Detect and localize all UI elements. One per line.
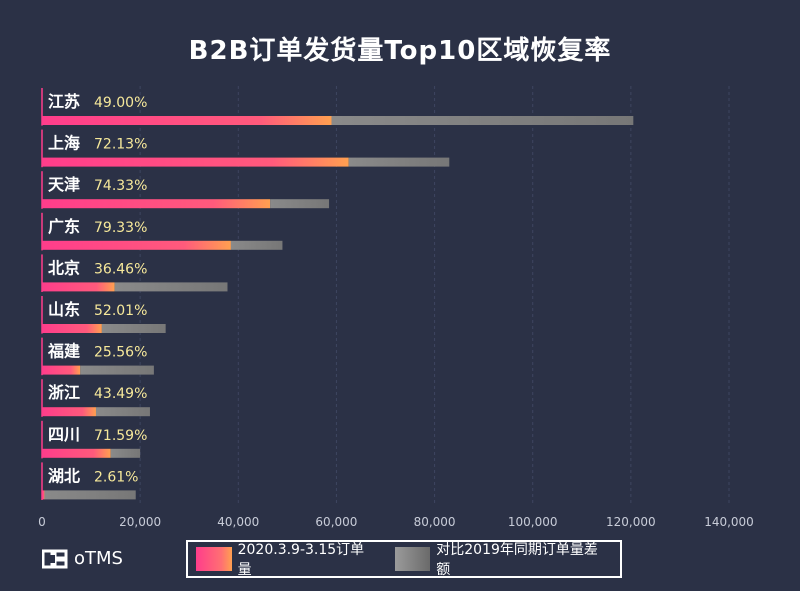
rate-label: 79.33%	[94, 220, 147, 236]
x-tick-label: 100,000	[508, 515, 558, 529]
x-tick-label: 60,000	[315, 515, 357, 529]
bar-current	[42, 407, 96, 417]
bar-diff	[230, 240, 283, 250]
bar-diff	[80, 365, 154, 375]
bar-current	[42, 490, 45, 500]
x-tick-label: 20,000	[119, 515, 161, 529]
bar-current	[42, 116, 332, 125]
legend-swatch-current	[196, 547, 232, 571]
category-label: 四川	[48, 425, 80, 444]
category-label: 上海	[48, 134, 80, 153]
category-label: 山东	[48, 300, 80, 319]
bar-diff	[331, 116, 634, 125]
bar-current	[42, 448, 111, 458]
legend-label-current: 2020.3.9-3.15订单量	[237, 542, 365, 578]
legend-item-current: 2020.3.9-3.15订单量	[196, 539, 377, 579]
bar-current	[42, 157, 349, 167]
otms-logo-icon	[42, 549, 68, 568]
category-label: 江苏	[48, 92, 80, 111]
bar-current	[42, 365, 81, 375]
category-label: 北京	[48, 258, 80, 277]
rate-label: 49.00%	[94, 95, 147, 111]
x-tick-label: 140,000	[704, 515, 754, 529]
category-label: 浙江	[48, 383, 80, 402]
x-tick-label: 0	[38, 515, 46, 529]
chart-title: B2B订单发货量Top10区域恢复率	[188, 36, 612, 66]
category-label: 湖北	[48, 466, 80, 485]
rate-label: 52.01%	[94, 303, 147, 319]
rate-label: 71.59%	[94, 428, 147, 444]
rate-label: 25.56%	[94, 345, 147, 361]
rate-label: 36.46%	[94, 261, 147, 277]
chart-legend: 2020.3.9-3.15订单量 对比2019年同期订单量差额	[186, 540, 622, 578]
bar-diff	[348, 157, 450, 167]
bar-current	[42, 282, 115, 292]
legend-swatch-diff	[394, 547, 431, 571]
brand-name: oTMS	[74, 548, 123, 569]
bar-current	[42, 240, 231, 250]
bar-diff	[101, 324, 166, 333]
bar-diff	[114, 282, 228, 292]
bar-diff	[110, 448, 141, 458]
bar-diff	[270, 199, 330, 209]
rate-label: 74.33%	[94, 178, 147, 194]
bar-diff	[44, 490, 136, 500]
legend-label-diff: 对比2019年同期订单量差额	[436, 542, 598, 578]
brand-logo: oTMS	[42, 548, 123, 569]
x-tick-label: 120,000	[606, 515, 656, 529]
x-tick-label: 40,000	[217, 515, 259, 529]
bar-diff	[95, 407, 150, 417]
bar-current	[42, 199, 271, 209]
rate-label: 43.49%	[94, 386, 147, 402]
legend-item-diff: 对比2019年同期订单量差额	[394, 539, 610, 579]
category-label: 广东	[48, 217, 80, 236]
rate-label: 2.61%	[94, 469, 138, 485]
bar-current	[42, 324, 102, 333]
category-label: 福建	[47, 342, 80, 361]
x-tick-label: 80,000	[414, 515, 456, 529]
rate-label: 72.13%	[94, 137, 147, 153]
category-label: 天津	[48, 175, 80, 194]
